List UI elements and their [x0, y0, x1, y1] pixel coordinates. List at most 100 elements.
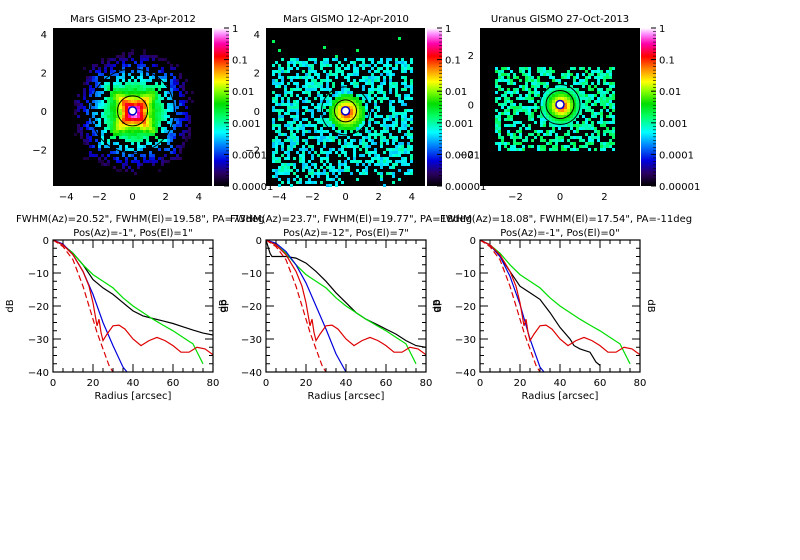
- heatmap-pixel: [383, 124, 386, 127]
- heatmap-pixel: [579, 112, 582, 115]
- heatmap-pixel: [122, 55, 125, 58]
- heatmap-pixel: [143, 94, 146, 97]
- heatmap-pixel: [389, 151, 392, 154]
- heatmap-pixel: [552, 88, 555, 91]
- heatmap-pixel: [293, 64, 296, 67]
- heatmap-pixel: [155, 142, 158, 145]
- heatmap-pixel: [561, 94, 564, 97]
- heatmap-pixel: [359, 142, 362, 145]
- heatmap-pixel: [272, 106, 275, 109]
- heatmap-pixel: [143, 130, 146, 133]
- heatmap-pixel: [110, 115, 113, 118]
- heatmap-pixel: [525, 82, 528, 85]
- heatmap-pixel: [591, 124, 594, 127]
- y-tick-label: −10: [28, 269, 49, 280]
- x-tick-label: 0: [129, 192, 135, 203]
- heatmap-pixel: [290, 169, 293, 172]
- heatmap-pixel: [320, 148, 323, 151]
- heatmap-pixel: [356, 106, 359, 109]
- heatmap-pixel: [609, 76, 612, 79]
- heatmap-pixel: [143, 64, 146, 67]
- heatmap-pixel: [329, 169, 332, 172]
- heatmap-pixel: [146, 88, 149, 91]
- heatmap-pixel: [281, 82, 284, 85]
- heatmap-pixel: [302, 139, 305, 142]
- series-line-airy: [266, 240, 426, 356]
- heatmap-pixel: [380, 97, 383, 100]
- heatmap-pixel: [122, 118, 125, 121]
- heatmap-pixel: [377, 106, 380, 109]
- heatmap-pixel: [170, 139, 173, 142]
- heatmap-pixel: [323, 124, 326, 127]
- heatmap-pixel: [540, 100, 543, 103]
- heatmap-pixel: [320, 166, 323, 169]
- heatmap-pixel: [597, 121, 600, 124]
- heatmap-pixel: [122, 154, 125, 157]
- heatmap-pixel: [302, 70, 305, 73]
- heatmap-pixel: [380, 145, 383, 148]
- heatmap-pixel: [116, 142, 119, 145]
- heatmap-pixel: [119, 85, 122, 88]
- heatmap-pixel: [528, 112, 531, 115]
- heatmap-pixel: [164, 85, 167, 88]
- heatmap-pixel: [116, 61, 119, 64]
- heatmap-pixel: [401, 61, 404, 64]
- heatmap-pixel: [525, 88, 528, 91]
- heatmap-pixel: [338, 97, 341, 100]
- heatmap-pixel: [507, 97, 510, 100]
- heatmap-pixel: [579, 82, 582, 85]
- heatmap-pixel: [498, 133, 501, 136]
- heatmap-pixel: [365, 127, 368, 130]
- heatmap-pixel: [74, 100, 77, 103]
- heatmap-pixel: [302, 133, 305, 136]
- heatmap-pixel: [525, 127, 528, 130]
- heatmap-pixel: [552, 97, 555, 100]
- heatmap-pixel: [591, 73, 594, 76]
- heatmap-pixel: [609, 145, 612, 148]
- heatmap-pixel: [356, 67, 359, 70]
- heatmap-pixel: [525, 94, 528, 97]
- heatmap-pixel: [356, 49, 359, 52]
- heatmap-pixel: [537, 106, 540, 109]
- heatmap-pixel: [555, 142, 558, 145]
- heatmap-pixel: [392, 142, 395, 145]
- heatmap-pixel: [362, 121, 365, 124]
- heatmap-pixel: [395, 121, 398, 124]
- heatmap-pixel: [299, 76, 302, 79]
- x-tick-label: 20: [87, 378, 100, 389]
- heatmap-pixel: [86, 112, 89, 115]
- heatmap-pixel: [323, 64, 326, 67]
- heatmap-pixel: [326, 61, 329, 64]
- heatmap-pixel: [143, 85, 146, 88]
- heatmap-pixel: [122, 103, 125, 106]
- heatmap-pixel: [359, 121, 362, 124]
- heatmap-pixel: [528, 145, 531, 148]
- heatmap-pixel: [609, 73, 612, 76]
- heatmap-pixel: [404, 82, 407, 85]
- heatmap-pixel: [326, 58, 329, 61]
- heatmap-pixel: [549, 130, 552, 133]
- heatmap-pixel: [338, 112, 341, 115]
- heatmap-pixel: [287, 64, 290, 67]
- heatmap-pixel: [594, 85, 597, 88]
- heatmap-pixel: [407, 133, 410, 136]
- heatmap-pixel: [278, 64, 281, 67]
- heatmap-pixel: [519, 142, 522, 145]
- heatmap-pixel: [326, 79, 329, 82]
- heatmap-pixel: [113, 166, 116, 169]
- heatmap-pixel: [395, 154, 398, 157]
- heatmap-pixel: [338, 160, 341, 163]
- heatmap-pixel: [98, 142, 101, 145]
- heatmap-pixel: [558, 136, 561, 139]
- heatmap-pixel: [395, 112, 398, 115]
- heatmap-pixel: [338, 94, 341, 97]
- heatmap-pixel: [410, 118, 413, 121]
- heatmap-pixel: [320, 172, 323, 175]
- heatmap-pixel: [170, 145, 173, 148]
- heatmap-pixel: [353, 82, 356, 85]
- heatmap-pixel: [389, 103, 392, 106]
- heatmap-pixel: [392, 115, 395, 118]
- x-tick-label: 40: [340, 378, 353, 389]
- heatmap-pixel: [122, 115, 125, 118]
- heatmap-pixel: [161, 106, 164, 109]
